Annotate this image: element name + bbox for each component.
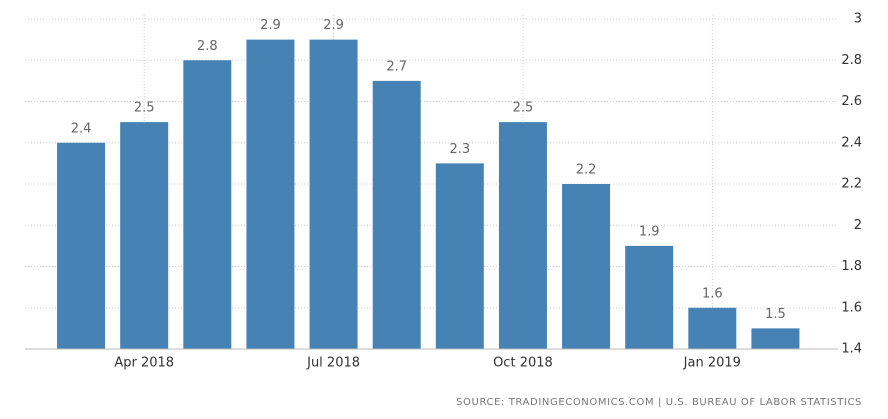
value-label: 2.3 — [449, 142, 470, 157]
y-tick-label: 3 — [854, 12, 862, 27]
value-label: 2.7 — [386, 59, 407, 74]
y-tick-label: 2.2 — [841, 177, 862, 192]
value-label: 2.9 — [323, 18, 344, 33]
x-tick-label: Jul 2018 — [306, 356, 360, 371]
value-label: 1.5 — [765, 307, 786, 322]
source: SOURCE: TRADINGECONOMICS.COM | U.S. BURE… — [456, 397, 862, 408]
bar — [751, 328, 800, 349]
bar — [372, 80, 421, 349]
bar — [246, 39, 295, 349]
x-tick-label: Jan 2019 — [683, 356, 741, 371]
value-label: 2.8 — [197, 39, 218, 54]
bar — [57, 142, 106, 349]
x-tick-label: Apr 2018 — [114, 356, 174, 371]
y-tick-label: 1.6 — [841, 300, 862, 315]
bar — [498, 122, 547, 349]
y-tick-label: 1.8 — [841, 259, 862, 274]
bar — [309, 39, 358, 349]
y-tick-label: 2.8 — [841, 53, 862, 68]
x-tick-label: Oct 2018 — [493, 356, 553, 371]
bar — [562, 184, 611, 349]
bar — [688, 307, 737, 349]
bar — [435, 163, 484, 349]
value-label: 2.5 — [134, 101, 155, 116]
value-label: 1.6 — [702, 286, 723, 301]
value-label: 2.4 — [71, 121, 92, 136]
value-label: 2.9 — [260, 18, 281, 33]
y-tick-label: 1.4 — [841, 342, 862, 357]
y-tick-label: 2.6 — [841, 94, 862, 109]
value-label: 1.9 — [639, 224, 660, 239]
y-tick-label: 2 — [854, 218, 862, 233]
value-label: 2.2 — [576, 163, 597, 178]
bar — [120, 122, 169, 349]
value-label: 2.5 — [513, 101, 534, 116]
bar — [625, 245, 674, 349]
y-tick-label: 2.4 — [841, 135, 862, 150]
bar — [183, 60, 232, 349]
